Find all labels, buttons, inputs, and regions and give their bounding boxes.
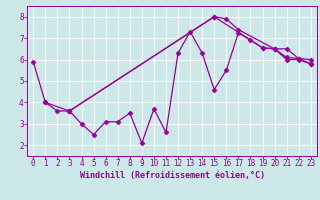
- X-axis label: Windchill (Refroidissement éolien,°C): Windchill (Refroidissement éolien,°C): [79, 171, 265, 180]
